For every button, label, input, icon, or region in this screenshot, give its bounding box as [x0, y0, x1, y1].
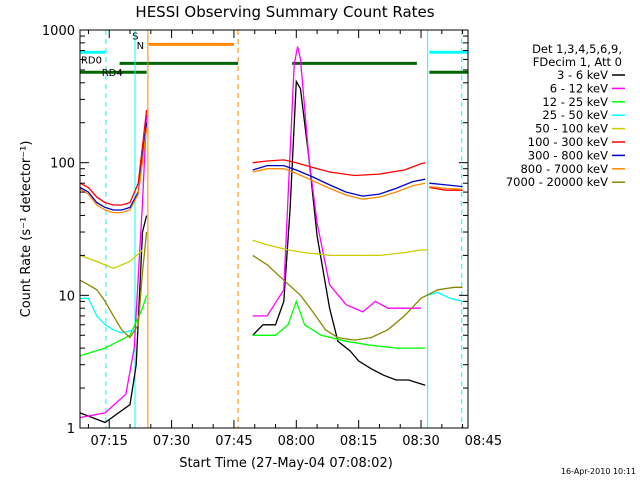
legend-label-8: 800 - 7000 keV — [520, 162, 608, 176]
legend-label-9: 7000 - 20000 keV — [506, 175, 608, 189]
legend-label-3: 12 - 25 keV — [542, 95, 608, 109]
series-line-3-points — [79, 295, 148, 357]
x-tick-label: 08:30 — [402, 434, 439, 449]
x-axis-label: Start Time (27-May-04 07:08:02) — [179, 456, 393, 471]
series-line-2-points2 — [252, 46, 421, 317]
series-line-5-points2 — [252, 239, 428, 257]
legend-header-2: FDecim 1, Att 0 — [533, 55, 622, 69]
x-tick-label: 07:45 — [215, 434, 252, 449]
legend-header-1: Det 1,3,4,5,6,9, — [532, 42, 622, 56]
y-tick-label: 10 — [58, 289, 75, 304]
series-line-1-points2 — [252, 79, 426, 386]
legend-label-4: 25 - 50 keV — [542, 108, 608, 122]
legend-label-5: 50 - 100 keV — [535, 122, 608, 136]
timestamp: 16-Apr-2010 10:11 — [561, 467, 636, 476]
annotation-rd4: RD4 — [102, 68, 123, 79]
series-line-8-points2 — [252, 168, 426, 200]
x-tick-label: 07:15 — [90, 434, 127, 449]
x-tick-label: 08:45 — [465, 434, 502, 449]
annotation-s: S — [132, 31, 138, 42]
x-tick-label: 08:15 — [340, 434, 377, 449]
series-line-8-points3 — [429, 185, 463, 190]
legend-label-6: 100 - 300 keV — [528, 135, 608, 149]
chart-title: HESSI Observing Summary Count Rates — [135, 3, 434, 21]
series-line-9-points2 — [252, 254, 463, 341]
series-line-7-points — [79, 122, 148, 211]
series-line-1-points — [79, 215, 148, 424]
series-line-9-points — [79, 231, 148, 339]
x-tick-label: 08:00 — [278, 434, 315, 449]
x-axis: 07:15 07:30 07:45 08:00 08:15 08:30 08:45 — [87, 30, 502, 449]
y-tick-label: 1000 — [42, 24, 75, 39]
series-line-8-points — [79, 128, 148, 214]
legend-label-1: 3 - 6 keV — [557, 68, 608, 82]
x-tick-label: 07:30 — [153, 434, 190, 449]
series-line-7-points2 — [252, 164, 426, 197]
series-line-3-points2 — [252, 299, 426, 349]
y-axis: 1 10 100 1000 — [42, 24, 468, 437]
series-line-4-points2 — [427, 291, 463, 303]
legend-label-7: 300 - 800 keV — [528, 148, 608, 162]
annotation-n: N — [137, 41, 144, 52]
series-line-7-points3 — [429, 182, 463, 188]
y-tick-label: 100 — [50, 157, 75, 172]
annotation-rd0: RD0 — [81, 55, 102, 66]
y-axis-label: Count Rate (s⁻¹ detector⁻¹) — [19, 141, 34, 318]
series-line-6-points3 — [429, 186, 463, 191]
series-line-6-points2 — [252, 159, 426, 177]
series-line-6-points — [79, 109, 148, 206]
series-line-2-points — [79, 114, 148, 419]
series-line-5-points — [79, 249, 143, 270]
legend-label-2: 6 - 12 keV — [550, 81, 608, 95]
series-line-4-points — [80, 297, 135, 334]
plot-frame — [79, 29, 469, 429]
y-tick-label: 1 — [67, 422, 75, 437]
